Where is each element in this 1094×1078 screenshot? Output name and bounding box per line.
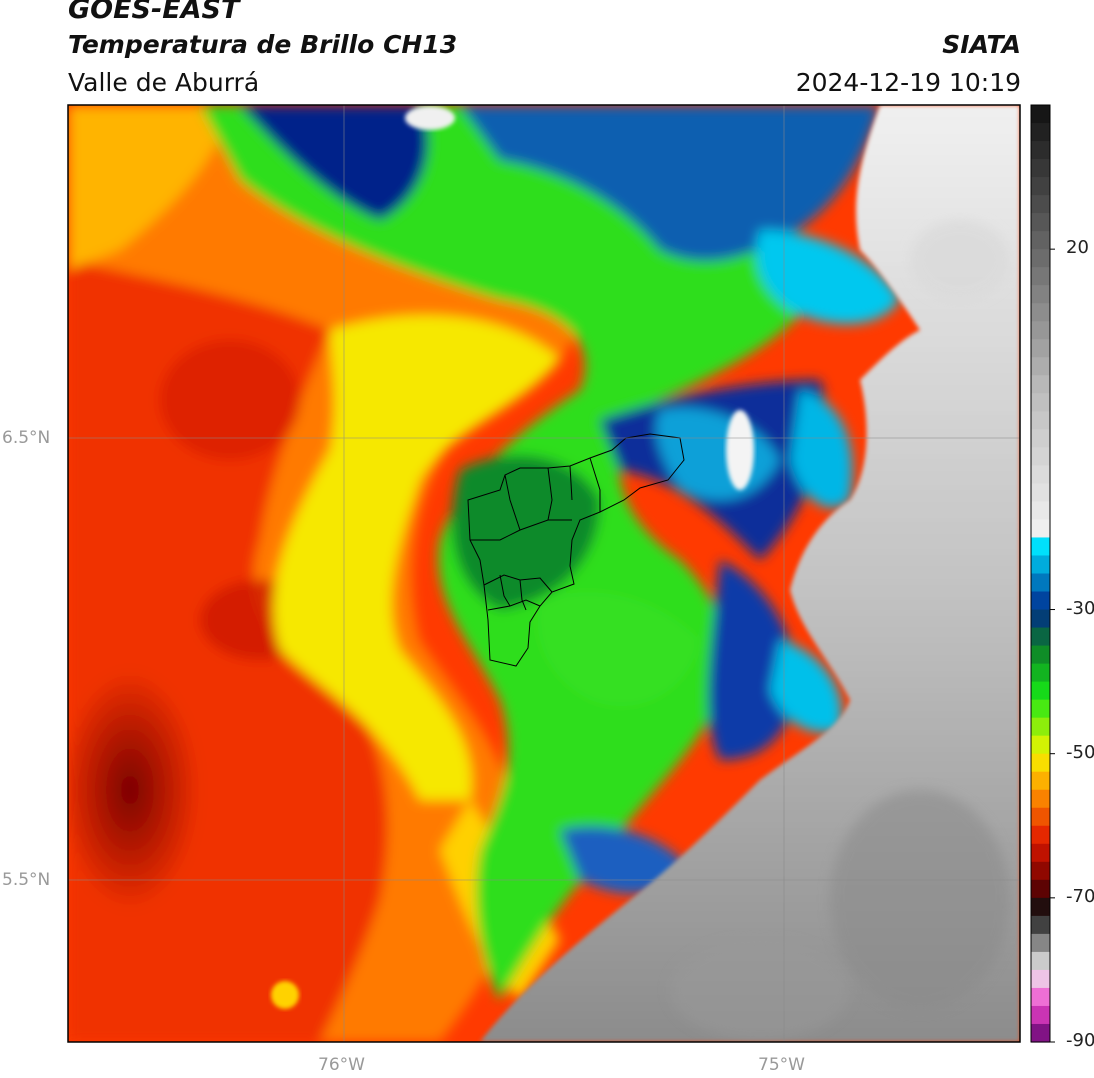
colorbar-segment xyxy=(1031,609,1050,629)
map-frame xyxy=(67,104,1021,1043)
colorbar-segment xyxy=(1031,105,1050,124)
colorbar-segment xyxy=(1031,789,1050,809)
product-title: Temperatura de Brillo CH13 xyxy=(68,30,458,59)
colorbar-segment xyxy=(1031,321,1050,340)
colorbar-tick-label: 20 xyxy=(1066,237,1089,259)
colorbar-segment xyxy=(1031,915,1050,935)
colorbar-segment xyxy=(1031,267,1050,286)
colorbar-segment xyxy=(1031,123,1050,142)
colorbar-segment xyxy=(1031,501,1050,521)
colorbar-segment xyxy=(1031,285,1050,304)
colorbar-segment xyxy=(1031,879,1050,899)
colorbar-segment xyxy=(1031,753,1050,773)
cold-cloud-top-north xyxy=(460,105,880,261)
colorbar-segment xyxy=(1031,249,1050,268)
colorbar-segment xyxy=(1031,591,1050,611)
colorbar-tick-label: -30 xyxy=(1066,597,1094,619)
lon-label-75w: 75°W xyxy=(758,1055,805,1075)
satellite-title: GOES-EAST xyxy=(68,0,240,25)
colorbar-segment xyxy=(1031,447,1050,466)
colorbar-segment xyxy=(1031,897,1050,917)
colorbar-segment xyxy=(1031,303,1050,322)
colorbar-segment xyxy=(1031,141,1050,160)
colorbar-segment xyxy=(1031,933,1050,953)
colorbar-segment xyxy=(1031,843,1050,863)
colorbar-segment xyxy=(1031,195,1050,214)
colorbar-segment xyxy=(1031,555,1050,575)
colorbar-segment xyxy=(1031,429,1050,448)
colorbar-segment xyxy=(1031,537,1050,557)
colorbar-segment xyxy=(1031,519,1050,539)
datetime-label: 2024-12-19 10:19 xyxy=(795,68,1021,97)
lat-label-6-5: 6.5°N xyxy=(2,428,51,448)
colorbar-segment xyxy=(1031,1005,1050,1025)
yellow-band xyxy=(273,315,560,800)
colorbar-segment xyxy=(1031,339,1050,358)
colorbar-segment xyxy=(1031,357,1050,376)
colorbar-segment xyxy=(1031,627,1050,647)
colorbar-segment xyxy=(1031,393,1050,412)
colorbar-segment xyxy=(1031,177,1050,196)
colorbar-segment xyxy=(1031,825,1050,845)
organization-label: SIATA xyxy=(942,30,1021,59)
dark-red-core xyxy=(68,670,200,910)
colorbar-segment xyxy=(1031,987,1050,1007)
colorbar-segment xyxy=(1031,699,1050,719)
colorbar-segment xyxy=(1031,969,1050,989)
lon-label-76w: 76°W xyxy=(318,1055,365,1075)
lat-label-5-5: 5.5°N xyxy=(2,870,51,890)
colorbar-segment xyxy=(1031,411,1050,430)
colorbar-segment xyxy=(1031,681,1050,701)
colorbar-tick-label: -50 xyxy=(1066,741,1094,763)
colorbar-segment xyxy=(1031,807,1050,827)
colorbar xyxy=(1031,105,1055,1043)
colorbar-segment xyxy=(1031,159,1050,178)
colorbar-segment xyxy=(1031,861,1050,881)
aburra-valley-outline xyxy=(467,433,685,667)
colorbar-segment xyxy=(1031,213,1050,232)
colorbar-segment xyxy=(1031,1023,1050,1043)
colorbar-segment xyxy=(1031,231,1050,250)
colorbar-segment xyxy=(1031,465,1050,485)
map-gridlines xyxy=(68,105,1020,1042)
colorbar-segment xyxy=(1031,717,1050,737)
region-subtitle: Valle de Aburrá xyxy=(68,68,260,97)
colorbar-segment xyxy=(1031,483,1050,503)
colorbar-segment xyxy=(1031,375,1050,394)
colorbar-tick-label: -70 xyxy=(1066,885,1094,907)
colorbar-segment xyxy=(1031,771,1050,791)
colorbar-segment xyxy=(1031,645,1050,665)
colorbar-segment xyxy=(1031,573,1050,593)
colorbar-tick-label: -90 xyxy=(1066,1030,1094,1051)
colorbar-segment xyxy=(1031,951,1050,971)
colorbar-frame xyxy=(1030,104,1051,1043)
colorbar-segment xyxy=(1031,735,1050,755)
colorbar-segment xyxy=(1031,663,1050,683)
